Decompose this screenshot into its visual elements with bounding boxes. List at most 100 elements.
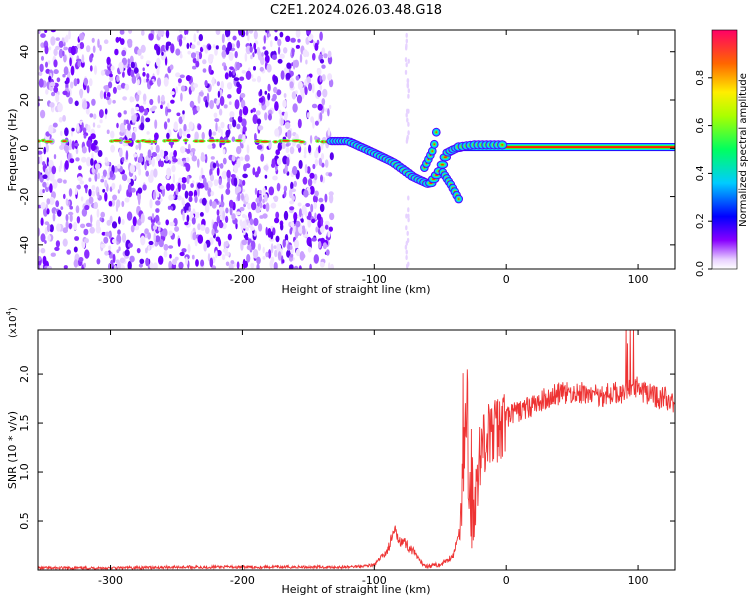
noise-speckle bbox=[127, 58, 131, 65]
noise-speckle bbox=[181, 157, 187, 162]
noise-speckle bbox=[153, 168, 158, 178]
noise-speckle bbox=[171, 164, 176, 173]
noise-speckle bbox=[310, 203, 314, 213]
noise-speckle bbox=[55, 93, 60, 103]
noise-speckle bbox=[129, 96, 135, 102]
noise-speckle bbox=[273, 245, 277, 250]
noise-speckle bbox=[220, 121, 225, 129]
noise-speckle bbox=[47, 234, 51, 242]
noise-speckle bbox=[237, 192, 241, 202]
noise-speckle bbox=[211, 201, 217, 209]
noise-speckle bbox=[276, 158, 282, 166]
noise-speckle bbox=[214, 48, 218, 56]
noise-speckle bbox=[272, 93, 277, 101]
noise-speckle bbox=[176, 112, 181, 117]
noise-speckle bbox=[119, 122, 126, 133]
noise-speckle bbox=[256, 256, 261, 265]
noise-speckle bbox=[64, 127, 69, 137]
noise-speckle bbox=[142, 108, 149, 116]
noise-speckle bbox=[158, 255, 164, 265]
noise-speckle bbox=[277, 38, 282, 47]
noise-speckle bbox=[40, 217, 44, 226]
noise-speckle bbox=[284, 163, 288, 174]
noise-speckle bbox=[106, 56, 111, 65]
noise-speckle bbox=[217, 90, 221, 98]
noise-speckle bbox=[49, 196, 55, 206]
noise-speckle bbox=[249, 46, 253, 53]
noise-speckle bbox=[312, 195, 318, 203]
noise-speckle bbox=[266, 63, 272, 73]
carrier-blob bbox=[184, 139, 188, 142]
noise-speckle bbox=[118, 37, 122, 42]
noise-speckle bbox=[265, 100, 270, 107]
noise-speckle bbox=[118, 216, 121, 225]
noise-speckle bbox=[90, 158, 94, 166]
noise-speckle bbox=[291, 195, 296, 202]
noise-speckle bbox=[264, 174, 268, 179]
noise-speckle bbox=[137, 48, 142, 56]
noise-speckle bbox=[328, 104, 332, 110]
noise-speckle bbox=[163, 243, 169, 251]
noise-speckle bbox=[156, 57, 161, 67]
noise-speckle bbox=[293, 180, 298, 187]
noise-speckle bbox=[270, 231, 274, 240]
noise-speckle bbox=[127, 190, 133, 198]
noise-speckle bbox=[130, 187, 136, 193]
spectrogram-y-tick-label: 20 bbox=[18, 93, 31, 107]
noise-speckle bbox=[327, 127, 331, 137]
noise-speckle bbox=[161, 94, 165, 102]
noise-speckle bbox=[180, 85, 186, 92]
noise-speckle bbox=[119, 30, 125, 35]
noise-speckle bbox=[244, 52, 248, 62]
noise-speckle bbox=[204, 80, 208, 87]
noise-speckle bbox=[192, 65, 197, 70]
noise-speckle bbox=[227, 233, 232, 241]
noise-speckle bbox=[192, 107, 196, 116]
noise-speckle bbox=[65, 198, 69, 206]
noise-speckle bbox=[178, 116, 183, 125]
noise-speckle bbox=[68, 188, 73, 197]
noise-speckle bbox=[145, 257, 150, 267]
noise-speckle bbox=[104, 179, 108, 188]
noise-speckle bbox=[58, 117, 63, 123]
noise-speckle bbox=[321, 98, 326, 106]
noise-speckle bbox=[146, 60, 151, 65]
noise-speckle bbox=[186, 42, 190, 50]
noise-speckle bbox=[68, 97, 73, 105]
noise-speckle bbox=[106, 92, 111, 98]
noise-speckle bbox=[116, 122, 119, 129]
noise-speckle bbox=[199, 46, 204, 53]
noise-speckle bbox=[247, 202, 251, 210]
noise-speckle bbox=[196, 211, 200, 218]
noise-speckle bbox=[112, 86, 117, 94]
noise-speckle bbox=[66, 249, 71, 255]
noise-speckle bbox=[199, 212, 204, 217]
noise-speckle bbox=[57, 209, 62, 217]
noise-speckle bbox=[89, 226, 95, 234]
noise-speckle bbox=[405, 255, 408, 260]
noise-speckle bbox=[190, 148, 196, 153]
noise-speckle bbox=[258, 97, 264, 103]
noise-speckle bbox=[115, 36, 120, 43]
noise-speckle bbox=[84, 204, 90, 211]
noise-speckle bbox=[122, 96, 127, 101]
noise-speckle bbox=[71, 140, 76, 150]
noise-speckle bbox=[307, 246, 312, 253]
noise-speckle bbox=[314, 212, 317, 221]
noise-speckle bbox=[258, 102, 262, 106]
noise-speckle bbox=[247, 34, 250, 42]
noise-speckle bbox=[290, 37, 296, 43]
noise-speckle bbox=[236, 261, 240, 269]
noise-speckle bbox=[154, 119, 158, 129]
noise-speckle bbox=[295, 220, 301, 228]
noise-speckle bbox=[169, 221, 175, 227]
noise-speckle bbox=[140, 55, 144, 60]
noise-speckle bbox=[259, 89, 263, 96]
noise-speckle bbox=[268, 113, 272, 121]
noise-speckle bbox=[405, 225, 408, 231]
noise-speckle bbox=[212, 44, 216, 49]
noise-speckle bbox=[311, 103, 318, 109]
noise-speckle bbox=[178, 177, 183, 183]
noise-speckle bbox=[264, 54, 270, 64]
noise-speckle bbox=[218, 221, 224, 229]
